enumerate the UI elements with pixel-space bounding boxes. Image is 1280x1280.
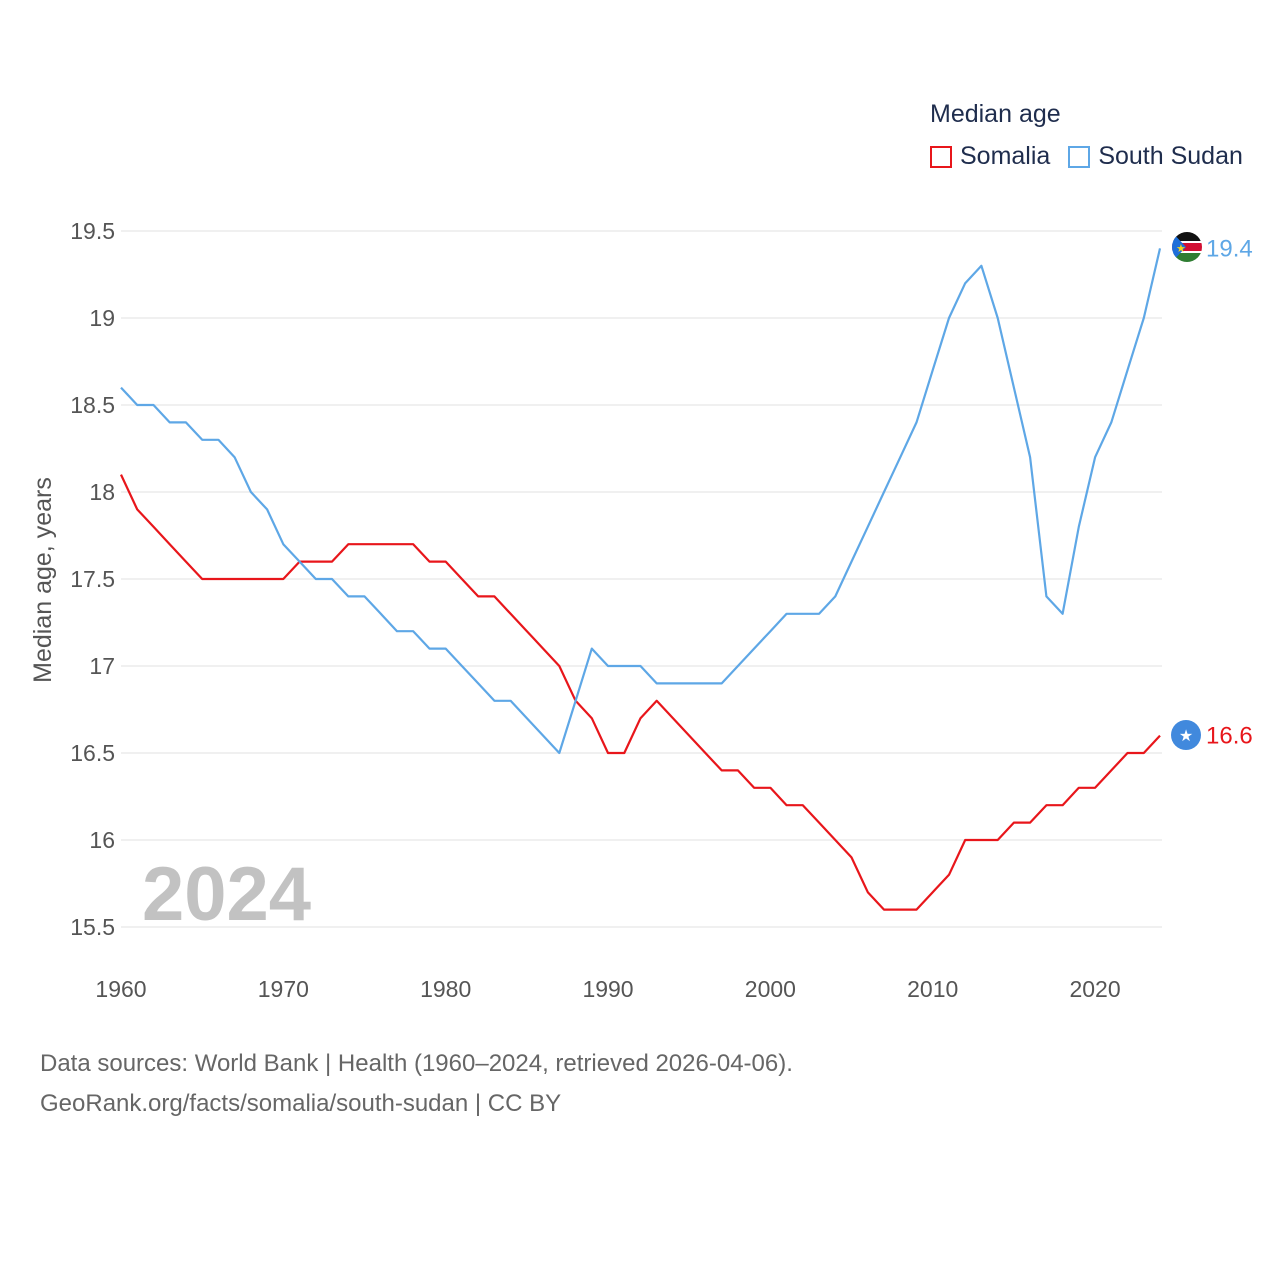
- y-tick-label: 18.5: [70, 392, 115, 418]
- y-axis-ticks: 15.5 16 16.5 17 17.5 18 18.5 19 19.5: [70, 218, 115, 940]
- x-tick-label: 1970: [258, 976, 309, 1002]
- legend-item-south-sudan[interactable]: South Sudan: [1068, 142, 1243, 171]
- y-tick-label: 16.5: [70, 740, 115, 766]
- y-tick-label: 16: [89, 827, 115, 853]
- grid-lines: [121, 230, 1162, 928]
- y-tick-label: 15.5: [70, 914, 115, 940]
- legend: Somalia South Sudan: [930, 142, 1261, 171]
- legend-label-somalia: Somalia: [960, 142, 1051, 170]
- end-label-somalia: 16.6: [1206, 723, 1253, 750]
- x-tick-label: 2020: [1069, 976, 1120, 1002]
- x-tick-label: 1960: [95, 976, 146, 1002]
- footer: Data sources: World Bank | Health (1960–…: [40, 1044, 793, 1124]
- south-sudan-swatch: [1068, 145, 1091, 168]
- somalia-swatch: [930, 145, 952, 168]
- end-value-labels: 16.6 19.4: [1206, 235, 1253, 749]
- legend-label-south-sudan: South Sudan: [1098, 142, 1243, 170]
- svg-text:★: ★: [1179, 728, 1193, 745]
- y-tick-label: 17: [89, 653, 115, 679]
- y-tick-label: 19.5: [70, 218, 115, 244]
- somalia-flag-icon: ★: [1171, 720, 1201, 750]
- x-tick-label: 1980: [420, 976, 471, 1002]
- source-url-text[interactable]: GeoRank.org/facts/somalia/south-sudan | …: [40, 1090, 562, 1117]
- legend-title: Median age: [930, 100, 1061, 128]
- year-watermark: 2024: [142, 852, 311, 937]
- series-layer: [120, 248, 1162, 911]
- y-tick-label: 19: [89, 305, 115, 331]
- series-line-south-sudan: [120, 248, 1162, 755]
- x-tick-label: 2000: [745, 976, 796, 1002]
- data-sources-text: Data sources: World Bank | Health (1960–…: [40, 1050, 793, 1077]
- end-markers: ★ ★: [1171, 232, 1202, 750]
- y-tick-label: 18: [89, 479, 115, 505]
- y-axis-label: Median age, years: [29, 477, 57, 683]
- x-tick-label: 1990: [582, 976, 633, 1002]
- series-line-somalia: [120, 474, 1161, 911]
- legend-item-somalia[interactable]: Somalia: [930, 142, 1050, 171]
- x-axis-ticks: 1960 1970 1980 1990 2000 2010 2020: [95, 976, 1120, 1002]
- svg-text:★: ★: [1176, 243, 1186, 255]
- x-tick-label: 2010: [907, 976, 958, 1002]
- y-tick-label: 17.5: [70, 566, 115, 592]
- south-sudan-flag-icon: ★: [1172, 232, 1202, 262]
- end-label-south-sudan: 19.4: [1206, 235, 1253, 262]
